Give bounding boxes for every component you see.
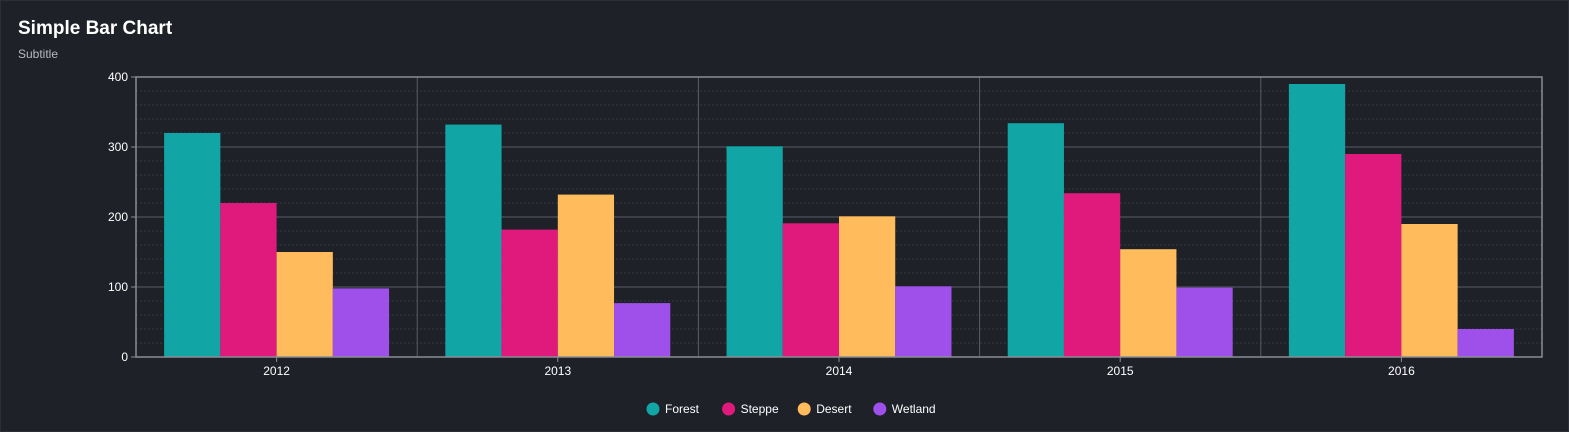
bar-forest: [726, 146, 783, 357]
chart-title: Simple Bar Chart: [18, 18, 173, 39]
legend-label-steppe: Steppe: [741, 402, 779, 416]
bar-forest: [1288, 84, 1346, 357]
x-tick-label: 2013: [544, 364, 571, 378]
bar-wetland: [332, 288, 390, 357]
bar-steppe: [501, 229, 558, 357]
plot-frame: [135, 76, 1543, 358]
bar-wetland: [1176, 287, 1233, 357]
legend-label-wetland: Wetland: [892, 402, 936, 416]
legend-label-desert: Desert: [816, 402, 852, 416]
bar-forest: [1007, 123, 1064, 357]
y-tick-label: 400: [108, 70, 128, 84]
bar-steppe: [782, 223, 839, 357]
y-tick-label: 300: [108, 140, 128, 154]
legend-marker-wetland: [873, 402, 887, 416]
legend-marker-steppe: [722, 402, 736, 416]
bar-steppe: [220, 203, 277, 357]
bar-steppe: [1345, 154, 1402, 357]
bar-wetland: [895, 286, 952, 357]
bar-forest: [164, 133, 221, 357]
bar-desert: [839, 216, 896, 357]
bar-forest: [445, 124, 502, 357]
y-tick-label: 100: [108, 280, 128, 294]
legend-marker-forest: [646, 402, 660, 416]
bar-desert: [557, 194, 615, 357]
bar-desert: [276, 252, 333, 357]
bar-wetland: [1457, 329, 1514, 357]
legend-label-forest: Forest: [665, 402, 700, 416]
bar-wetland: [614, 303, 671, 357]
x-tick-label: 2012: [263, 364, 290, 378]
x-tick-label: 2014: [826, 364, 853, 378]
x-tick-label: 2015: [1107, 364, 1134, 378]
x-tick-label: 2016: [1388, 364, 1415, 378]
y-tick-label: 200: [108, 210, 128, 224]
bar-steppe: [1063, 193, 1121, 357]
chart-subtitle: Subtitle: [18, 47, 59, 61]
bar-desert: [1120, 249, 1177, 357]
bar-desert: [1401, 224, 1458, 357]
y-tick-label: 0: [121, 350, 128, 364]
legend-marker-desert: [797, 402, 811, 416]
